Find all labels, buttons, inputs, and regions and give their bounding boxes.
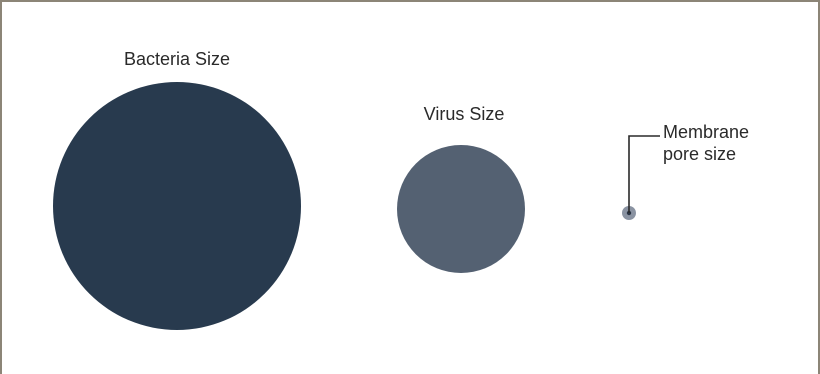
membrane-pore-label-line2: pore size [663, 144, 736, 164]
bacteria-circle [53, 82, 301, 330]
membrane-pore-leader-line [628, 135, 660, 213]
virus-label: Virus Size [424, 104, 505, 124]
virus-circle [397, 145, 525, 273]
bacteria-label: Bacteria Size [124, 49, 230, 69]
membrane-pore-label-line1: Membrane [663, 122, 749, 142]
